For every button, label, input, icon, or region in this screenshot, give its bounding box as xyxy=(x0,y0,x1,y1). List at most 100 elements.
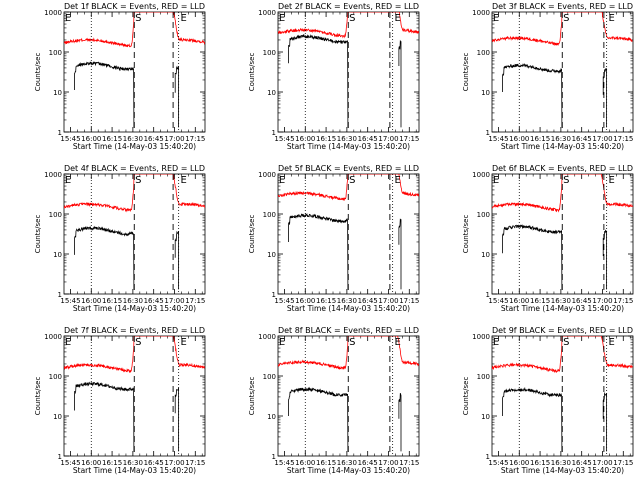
x-tick-label: 16:45 xyxy=(144,135,164,143)
s-marker-label: S xyxy=(349,175,355,186)
events-series-line xyxy=(398,218,402,290)
panel-curves xyxy=(492,336,633,452)
s-marker-label: S xyxy=(135,13,141,24)
panel-curves xyxy=(278,336,419,452)
y-tick-label: 1 xyxy=(272,453,276,461)
lld-series-line xyxy=(278,336,419,371)
panel-title: Det 9f BLACK = Events, RED = LLD xyxy=(492,326,633,335)
panel-curves xyxy=(64,174,205,290)
events-series-line xyxy=(502,386,563,452)
x-tick-label: 17:00 xyxy=(378,135,398,143)
y-axis-label: Counts/sec xyxy=(248,377,256,416)
e-marker-label: E xyxy=(65,175,71,186)
e-marker-label: E xyxy=(279,337,285,348)
x-tick-label: 17:15 xyxy=(399,135,419,143)
x-tick-label: 17:15 xyxy=(185,459,205,467)
s-marker-label: S xyxy=(563,337,569,348)
events-series-line xyxy=(288,386,349,452)
x-tick-label: 17:00 xyxy=(164,459,184,467)
lld-series-line xyxy=(492,12,633,47)
panel-title: Det 3f BLACK = Events, RED = LLD xyxy=(492,2,633,11)
y-tick-label: 100 xyxy=(49,49,62,57)
s-marker-label: S xyxy=(563,175,569,186)
y-axis-label: Counts/sec xyxy=(34,377,42,416)
panel-curves xyxy=(64,12,205,128)
y-tick-label: 1000 xyxy=(44,9,62,17)
events-series-line xyxy=(74,225,135,290)
y-axis-label: Counts/sec xyxy=(34,53,42,92)
y-axis-label: Counts/sec xyxy=(462,53,470,92)
y-tick-label: 1000 xyxy=(472,333,490,341)
y-tick-label: 10 xyxy=(267,413,276,421)
y-tick-label: 1 xyxy=(486,291,490,299)
y-tick-label: 1 xyxy=(58,453,62,461)
x-tick-label: 16:00 xyxy=(81,459,101,467)
x-tick-label: 16:30 xyxy=(123,297,143,305)
events-series-line xyxy=(502,62,563,128)
y-tick-label: 100 xyxy=(49,211,62,219)
x-tick-label: 16:45 xyxy=(144,459,164,467)
e-marker-label: E xyxy=(65,13,71,24)
x-tick-label: 17:15 xyxy=(613,459,633,467)
s-marker-label: S xyxy=(135,337,141,348)
x-tick-label: 16:00 xyxy=(509,297,529,305)
y-tick-label: 100 xyxy=(263,373,276,381)
y-tick-label: 1 xyxy=(486,129,490,137)
x-tick-label: 17:15 xyxy=(399,297,419,305)
x-tick-label: 16:15 xyxy=(316,459,336,467)
y-tick-label: 100 xyxy=(477,211,490,219)
x-tick-label: 17:00 xyxy=(592,297,612,305)
x-tick-label: 17:00 xyxy=(592,459,612,467)
panel-4: Det 4f BLACK = Events, RED = LLD 1 10 100 10… xyxy=(34,164,206,313)
lld-series-line xyxy=(64,174,205,213)
x-tick-label: 15:45 xyxy=(274,135,294,143)
y-tick-label: 10 xyxy=(481,89,490,97)
x-tick-label: 16:45 xyxy=(358,459,378,467)
x-axis-label: Start Time (14-May-03 15:40:20) xyxy=(287,142,410,151)
x-tick-label: 16:15 xyxy=(530,459,550,467)
x-tick-label: 16:00 xyxy=(295,297,315,305)
x-tick-label: 17:00 xyxy=(592,135,612,143)
e-marker-label: E xyxy=(608,13,614,24)
y-tick-label: 1 xyxy=(58,291,62,299)
x-tick-label: 17:00 xyxy=(164,297,184,305)
x-tick-label: 16:45 xyxy=(572,297,592,305)
x-tick-label: 17:15 xyxy=(399,459,419,467)
s-marker-label: S xyxy=(349,337,355,348)
x-tick-label: 16:30 xyxy=(123,135,143,143)
events-series-line xyxy=(602,67,607,128)
x-tick-label: 16:15 xyxy=(102,459,122,467)
panel-title: Det 6f BLACK = Events, RED = LLD xyxy=(492,164,633,173)
x-axis-label: Start Time (14-May-03 15:40:20) xyxy=(73,466,196,475)
x-tick-label: 15:45 xyxy=(60,459,80,467)
y-tick-label: 1 xyxy=(272,129,276,137)
lld-series-line xyxy=(278,174,419,201)
y-tick-label: 10 xyxy=(267,89,276,97)
panel-curves xyxy=(492,174,633,290)
y-tick-label: 100 xyxy=(477,49,490,57)
panel-3: Det 3f BLACK = Events, RED = LLD 1 10 100 10… xyxy=(462,2,634,151)
x-tick-label: 15:45 xyxy=(274,459,294,467)
y-tick-label: 10 xyxy=(267,251,276,259)
x-tick-label: 16:30 xyxy=(337,297,357,305)
panel-2: Det 2f BLACK = Events, RED = LLD 1 10 100 10… xyxy=(248,2,420,151)
lld-series-line xyxy=(492,174,633,213)
x-tick-label: 16:15 xyxy=(102,135,122,143)
events-series-line xyxy=(74,61,135,128)
x-tick-label: 16:45 xyxy=(572,459,592,467)
y-axis-label: Counts/sec xyxy=(462,215,470,254)
e-marker-label: E xyxy=(394,13,400,24)
e-marker-label: E xyxy=(65,337,71,348)
y-axis-label: Counts/sec xyxy=(462,377,470,416)
x-tick-label: 16:00 xyxy=(81,297,101,305)
x-tick-label: 16:45 xyxy=(358,297,378,305)
x-tick-label: 17:00 xyxy=(378,297,398,305)
panel-curves xyxy=(278,174,419,290)
x-tick-label: 16:45 xyxy=(358,135,378,143)
e-marker-label: E xyxy=(180,175,186,186)
panel-1: Det 1f BLACK = Events, RED = LLD 1 10 100 10… xyxy=(34,2,206,151)
panel-title: Det 8f BLACK = Events, RED = LLD xyxy=(278,326,419,335)
x-tick-label: 17:00 xyxy=(164,135,184,143)
y-axis-label: Counts/sec xyxy=(248,215,256,254)
lld-series-line xyxy=(64,12,205,48)
